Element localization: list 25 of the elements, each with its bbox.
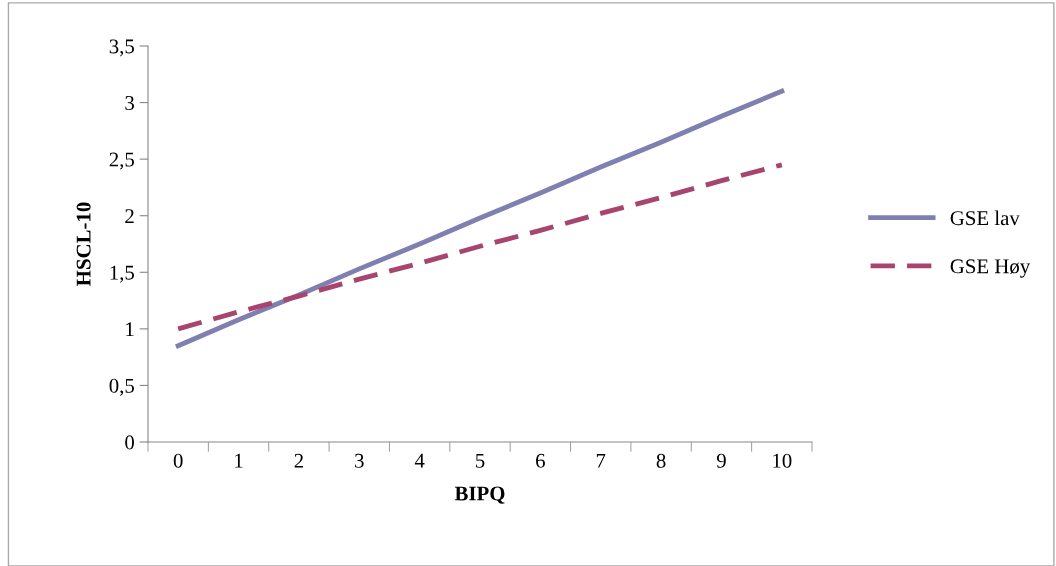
x-tick-label: 3 bbox=[355, 453, 364, 468]
x-tick-label: 7 bbox=[596, 453, 606, 468]
legend-label: GSE lav bbox=[950, 210, 1020, 226]
y-tick-label: 3 bbox=[125, 96, 134, 110]
x-axis-title: BIPQ bbox=[454, 486, 505, 504]
x-tick-label: 8 bbox=[656, 453, 666, 468]
x-tick-label: 0 bbox=[173, 453, 183, 468]
y-tick-label: 0,5 bbox=[109, 378, 134, 396]
y-axis-title: HSCL-10 bbox=[76, 202, 91, 286]
x-tick-label: 9 bbox=[716, 453, 726, 468]
y-tick-label: 1,5 bbox=[110, 265, 134, 283]
x-tick-label: 1 bbox=[235, 453, 243, 468]
y-tick-label: 3,5 bbox=[109, 39, 134, 57]
y-tick-label: 0 bbox=[125, 435, 135, 450]
x-tick-label: 2 bbox=[294, 453, 303, 468]
y-tick-label: 1 bbox=[126, 322, 134, 337]
y-tick-label: 2 bbox=[125, 209, 134, 223]
line-series bbox=[175, 162, 785, 332]
line-series bbox=[175, 88, 785, 349]
x-tick-label: 10 bbox=[773, 453, 792, 468]
x-tick-label: 4 bbox=[414, 453, 425, 468]
x-tick-label: 6 bbox=[536, 453, 545, 468]
y-tick-label: 2,5 bbox=[109, 152, 134, 170]
legend-label: GSE Høy bbox=[950, 259, 1031, 278]
x-tick-label: 5 bbox=[476, 453, 485, 468]
